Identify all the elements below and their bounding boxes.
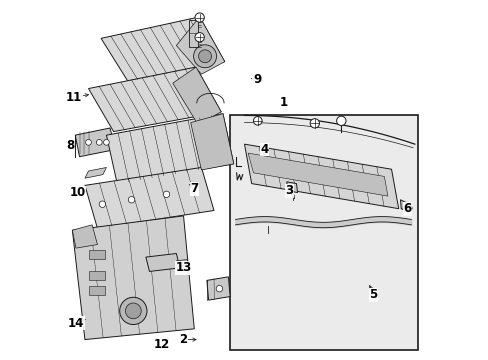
Circle shape	[336, 116, 346, 126]
Polygon shape	[101, 17, 224, 81]
Text: 4: 4	[260, 143, 268, 156]
Circle shape	[163, 191, 169, 198]
Text: 3: 3	[285, 184, 293, 197]
Polygon shape	[88, 67, 221, 132]
Text: 12: 12	[154, 338, 170, 351]
Polygon shape	[190, 114, 233, 170]
Polygon shape	[176, 260, 188, 266]
Text: 2: 2	[179, 333, 187, 346]
Bar	[88, 271, 104, 280]
Text: 6: 6	[403, 202, 411, 215]
Bar	[230, 116, 418, 350]
Text: 8: 8	[66, 139, 75, 152]
Polygon shape	[72, 225, 97, 248]
Text: 11: 11	[66, 91, 82, 104]
Polygon shape	[145, 253, 180, 271]
Polygon shape	[106, 114, 233, 184]
Circle shape	[103, 139, 109, 145]
Polygon shape	[206, 277, 230, 300]
Circle shape	[195, 13, 204, 22]
Circle shape	[193, 45, 216, 68]
Polygon shape	[176, 17, 224, 74]
Circle shape	[120, 297, 147, 324]
Polygon shape	[85, 167, 214, 228]
Bar	[88, 286, 104, 295]
Text: 1: 1	[279, 96, 287, 109]
Circle shape	[309, 119, 319, 128]
Polygon shape	[247, 153, 387, 196]
Polygon shape	[286, 182, 297, 193]
Polygon shape	[172, 67, 221, 125]
Text: 9: 9	[252, 73, 261, 86]
Circle shape	[198, 50, 211, 63]
Circle shape	[96, 139, 102, 145]
Circle shape	[195, 33, 204, 42]
Polygon shape	[400, 200, 408, 212]
Text: 7: 7	[190, 183, 198, 195]
Text: 5: 5	[369, 288, 377, 301]
Circle shape	[99, 201, 105, 207]
Text: 10: 10	[69, 186, 86, 199]
Circle shape	[128, 197, 135, 203]
Circle shape	[85, 139, 91, 145]
Polygon shape	[85, 167, 106, 178]
Circle shape	[216, 285, 222, 292]
Circle shape	[253, 117, 262, 125]
Bar	[88, 250, 104, 259]
Circle shape	[125, 303, 141, 319]
Polygon shape	[75, 128, 115, 157]
Text: 14: 14	[68, 317, 84, 330]
Text: 13: 13	[175, 261, 191, 274]
Polygon shape	[72, 216, 194, 339]
Polygon shape	[244, 144, 398, 209]
